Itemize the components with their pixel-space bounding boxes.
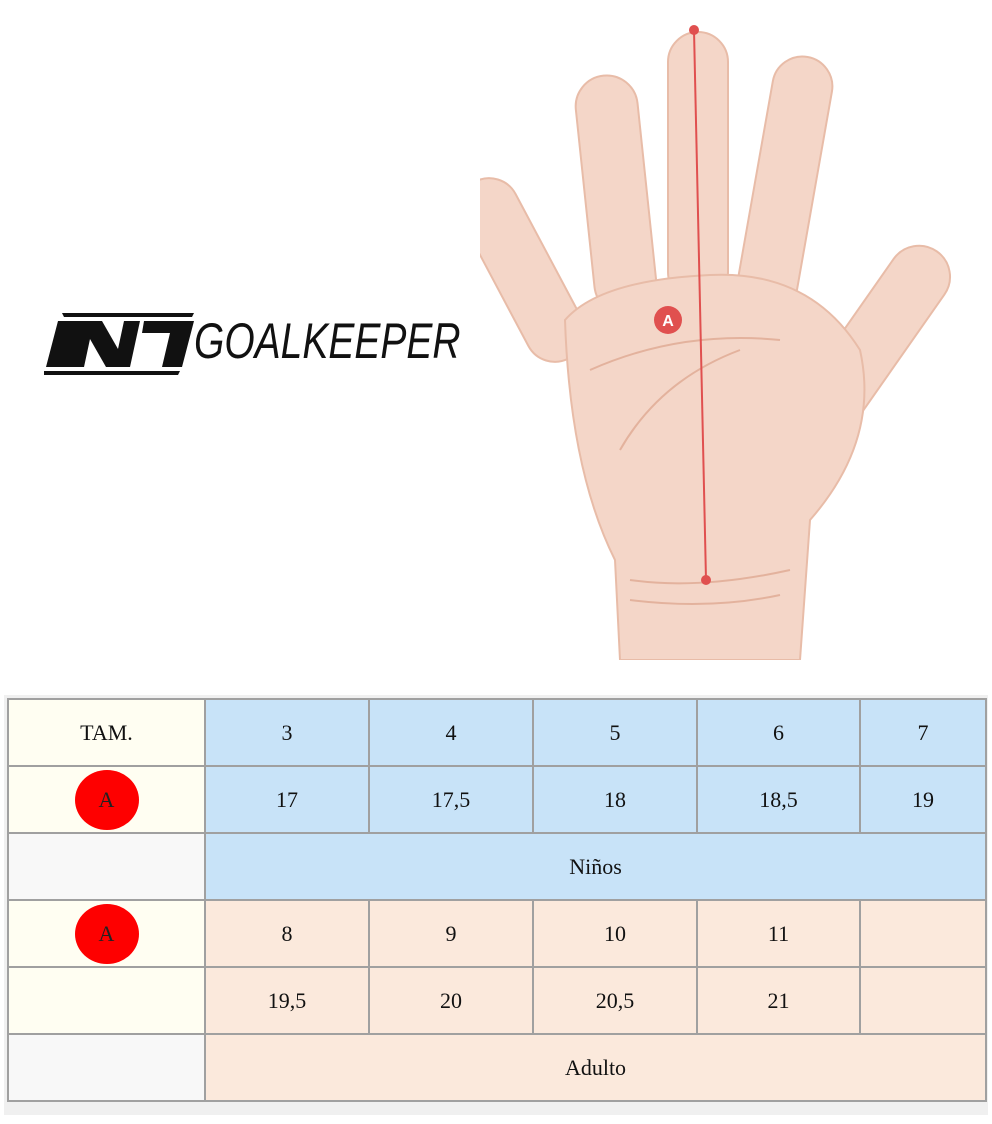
kids-size-cell: 3 [204,698,370,767]
adult-size-cell: 9 [368,899,534,968]
table-row-sizes-adults: A 8 9 10 11 [7,899,987,968]
kids-length-cell: 17,5 [368,765,534,834]
adult-size-cell: 10 [532,899,698,968]
kids-length-cell: 19 [859,765,987,834]
adult-size-cell: 11 [696,899,861,968]
size-header-cell: TAM. [7,698,206,767]
adult-size-cell [859,899,987,968]
measure-a-badge: A [74,769,139,830]
kids-size-cell: 4 [368,698,534,767]
kids-length-cell: 18,5 [696,765,861,834]
measure-marker-icon [654,306,682,334]
logo-text: GOALKEEPER [194,313,461,369]
kids-size-cell: 7 [859,698,987,767]
adult-length-cell: 21 [696,966,861,1035]
kids-size-cell: 6 [696,698,861,767]
table-row-lengths-kids: A 17 17,5 18 18,5 19 [7,765,987,834]
size-chart: TAM. 3 4 5 6 7 A 17 17,5 18 18,5 19 Niño… [4,695,988,1115]
table-row-kids-group: Niños [7,832,987,901]
adult-length-cell: 20 [368,966,534,1035]
size-table: TAM. 3 4 5 6 7 A 17 17,5 18 18,5 19 Niño… [7,698,987,1102]
kids-group-label: Niños [204,832,987,901]
n1-goalkeeper-logo: GOALKEEPER [44,305,461,385]
kids-length-cell: 18 [532,765,698,834]
kids-size-cell: 5 [532,698,698,767]
adults-group-label: Adulto [204,1033,987,1102]
hand-marker-label: A [662,313,674,330]
table-row-lengths-adults: 19,5 20 20,5 21 [7,966,987,1035]
adult-size-cell: 8 [204,899,370,968]
hand-measurement-illustration: A [480,25,951,660]
n1-logo-mark-icon [44,313,194,375]
adult-length-cell [859,966,987,1035]
adult-length-cell: 20,5 [532,966,698,1035]
kids-length-cell: 17 [204,765,370,834]
table-row-adults-group: Adulto [7,1033,987,1102]
adult-length-cell: 19,5 [204,966,370,1035]
measure-a-badge: A [74,903,139,964]
table-row-sizes-kids: TAM. 3 4 5 6 7 [7,698,987,767]
